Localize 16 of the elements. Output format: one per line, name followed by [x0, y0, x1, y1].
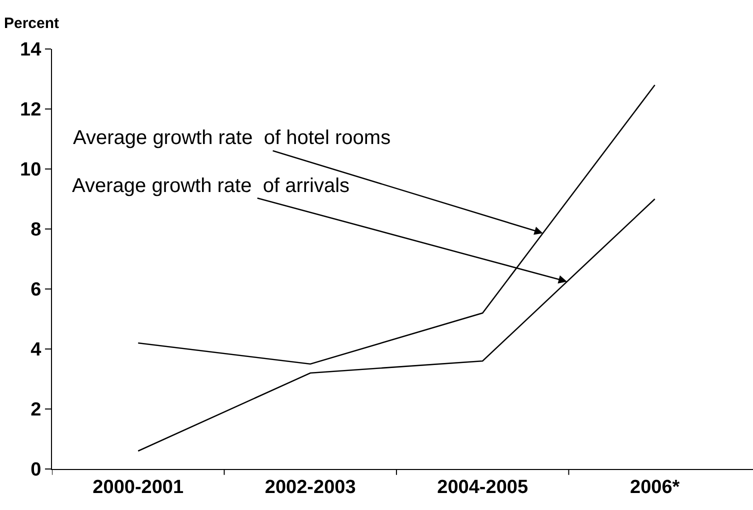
y-tick-label: 12 [20, 100, 42, 121]
y-tick-label: 10 [20, 160, 42, 181]
x-tick-label: 2002-2003 [264, 476, 356, 498]
x-tick-label: 2000-2001 [92, 476, 184, 498]
y-axis-title: Percent [4, 15, 60, 32]
y-tick-label: 14 [20, 40, 42, 61]
annotation: Average growth rate of hotel rooms [73, 127, 391, 149]
y-tick-label: 8 [30, 220, 42, 241]
y-tick-label: 6 [30, 280, 42, 301]
y-tick-label: 2 [30, 400, 42, 421]
x-tick-label: 2006* [630, 476, 680, 498]
x-tick-label: 2004-2005 [437, 476, 528, 498]
line-series [137, 198, 656, 452]
y-tick-label: 4 [30, 340, 42, 361]
annotation: Average growth rate of arrivals [72, 175, 350, 197]
y-tick-label: 0 [30, 460, 42, 481]
